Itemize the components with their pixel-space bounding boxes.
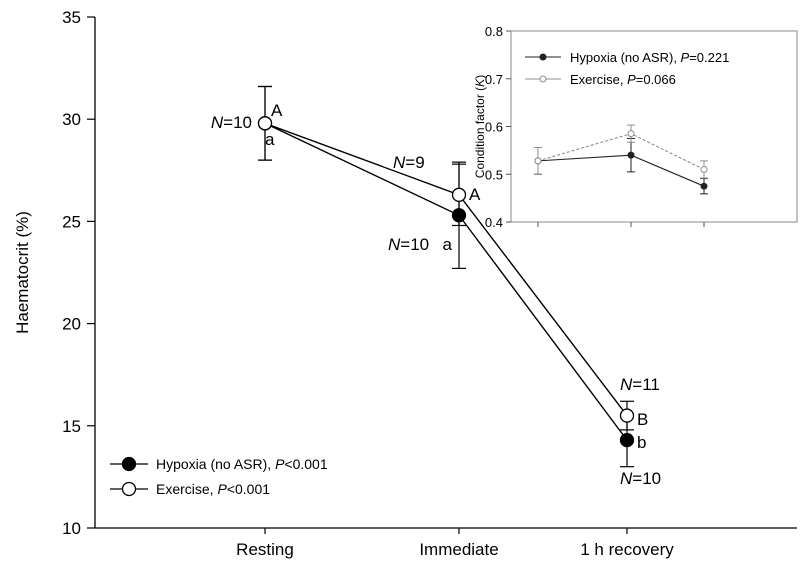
x-tick-label: 1 h recovery bbox=[580, 540, 674, 559]
data-point bbox=[451, 187, 467, 202]
inset-legend-label: Exercise, P=0.066 bbox=[570, 72, 676, 87]
y-tick-label: 15 bbox=[62, 417, 81, 436]
significance-letter: a bbox=[443, 235, 453, 254]
inset-data-point bbox=[534, 157, 542, 165]
y-tick-label: 25 bbox=[62, 212, 81, 231]
inset-frame bbox=[510, 30, 798, 223]
significance-letter: A bbox=[271, 101, 283, 120]
main-plot-area: N=10 Aa N=9 Aa N=10 N=11 Bb N=10 bbox=[211, 85, 661, 488]
condition-factor-inset-chart: 0.4 0.5 0.6 0.7 0.8 Condition factor (K) Hypox… bbox=[473, 24, 798, 230]
significance-letter: b bbox=[637, 433, 646, 452]
sample-size-label: N=10 bbox=[388, 235, 429, 254]
inset-data-point bbox=[627, 151, 635, 159]
inset-legend-marker bbox=[539, 53, 547, 61]
sample-size-label: N=10 bbox=[211, 113, 252, 132]
legend-marker bbox=[121, 481, 137, 497]
significance-letter: B bbox=[637, 410, 648, 429]
inset-data-point bbox=[700, 165, 708, 173]
y-tick-label: 20 bbox=[62, 315, 81, 334]
legend-marker bbox=[121, 456, 137, 472]
data-point bbox=[619, 432, 635, 448]
sample-size-label: N=10 bbox=[620, 469, 661, 488]
inset-y-tick-label: 0.7 bbox=[485, 72, 503, 87]
data-point bbox=[451, 208, 467, 223]
inset-y-tick-label: 0.5 bbox=[485, 167, 503, 182]
inset-data-point bbox=[700, 182, 708, 190]
inset-legend-label: Hypoxia (no ASR), P=0.221 bbox=[570, 50, 729, 65]
inset-y-tick-label: 0.8 bbox=[485, 24, 503, 39]
data-point bbox=[619, 408, 635, 423]
main-axes: 10 15 20 25 30 35 Resting Immediate 1 h recovery… bbox=[13, 8, 797, 559]
y-tick-label: 35 bbox=[62, 8, 81, 27]
sample-size-label: N=11 bbox=[620, 375, 660, 394]
legend-label: Hypoxia (no ASR), P<0.001 bbox=[156, 456, 328, 472]
sample-size-label: N=9 bbox=[393, 153, 425, 172]
inset-y-tick-label: 0.6 bbox=[485, 120, 503, 135]
x-tick-label: Immediate bbox=[419, 540, 498, 559]
legend-label: Exercise, P<0.001 bbox=[156, 481, 270, 497]
inset-data-point bbox=[627, 130, 635, 138]
y-axis-title: Haematocrit (%) bbox=[13, 211, 32, 334]
y-tick-label: 10 bbox=[62, 519, 81, 538]
inset-y-axis-title: Condition factor (K) bbox=[473, 75, 487, 178]
data-point bbox=[257, 116, 273, 131]
y-tick-label: 30 bbox=[62, 110, 81, 129]
inset-legend-marker bbox=[539, 75, 547, 83]
x-tick-label: Resting bbox=[236, 540, 294, 559]
significance-letter: A bbox=[469, 185, 481, 204]
inset-y-tick-label: 0.4 bbox=[485, 215, 503, 230]
main-legend: Hypoxia (no ASR), P<0.001 Exercise, P<0.0… bbox=[110, 456, 328, 497]
significance-letter: a bbox=[265, 130, 275, 149]
